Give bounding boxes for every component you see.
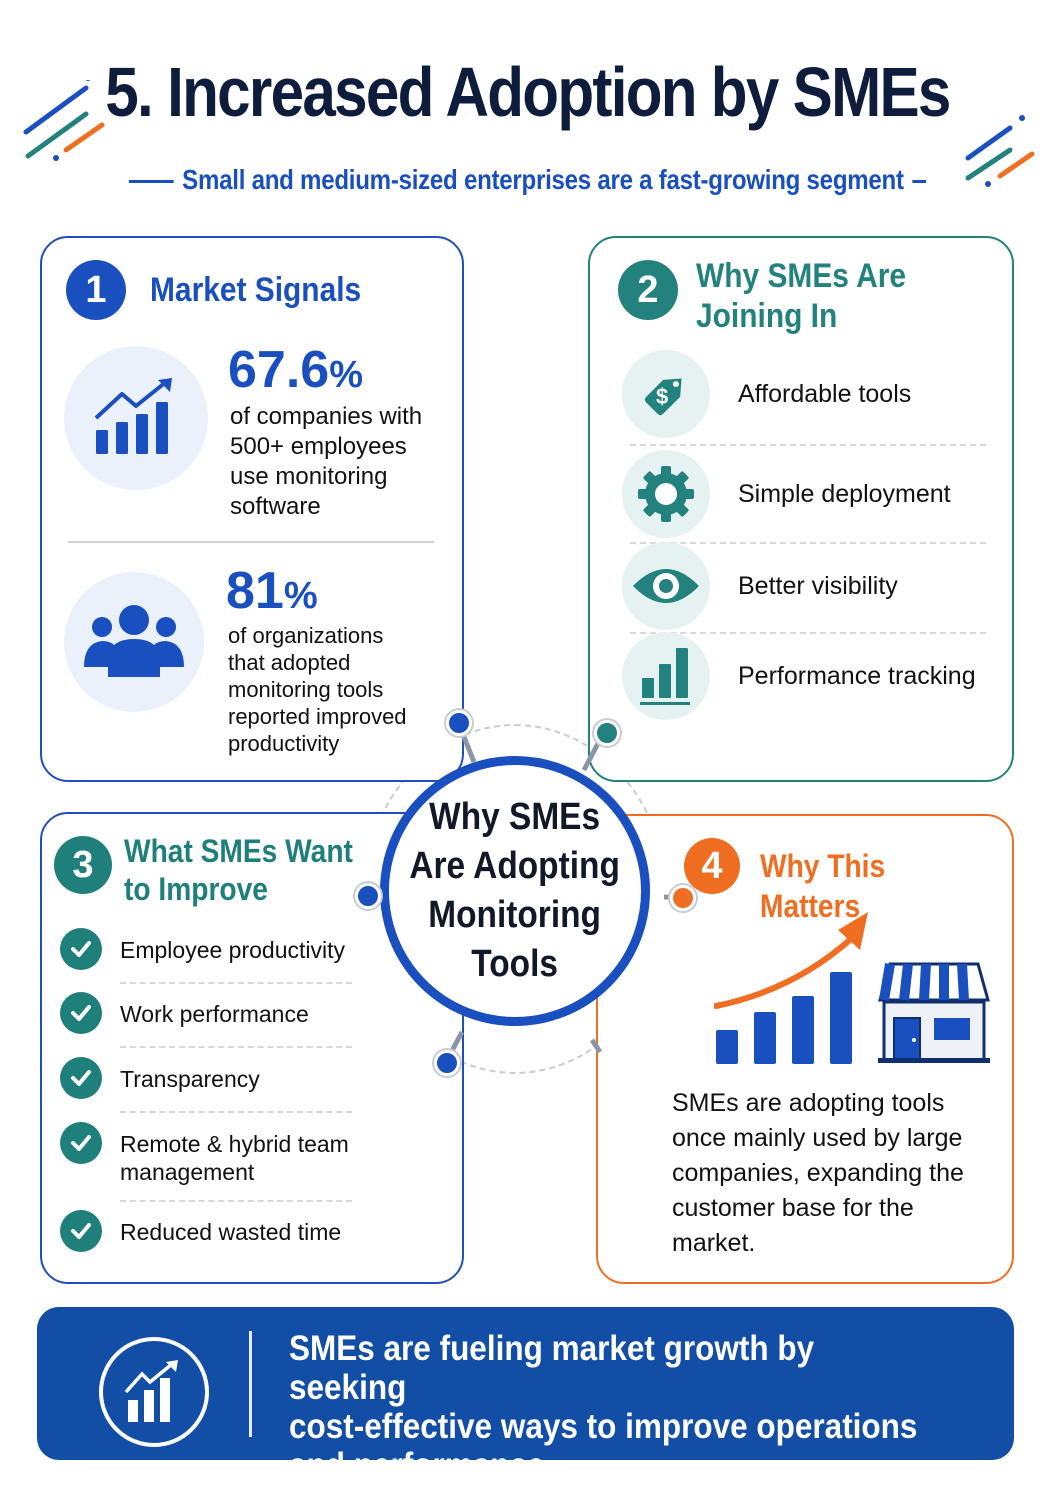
connector-node-teal <box>594 720 620 746</box>
divider <box>120 982 352 984</box>
section-number-badge: 2 <box>618 260 678 320</box>
stat-value-large-companies: 67.6% <box>228 341 364 399</box>
price-tag-icon: $ <box>622 350 710 438</box>
stat-value-productivity: 81% <box>226 562 318 620</box>
divider <box>120 1111 352 1113</box>
divider <box>120 1046 352 1048</box>
growth-store-illustration-icon <box>714 912 990 1064</box>
connector-node-blue <box>355 883 381 909</box>
divider <box>630 632 986 634</box>
section-title: Market Signals <box>150 271 362 309</box>
improve-label: Work performance <box>120 1001 309 1027</box>
improve-label: Transparency <box>120 1066 260 1092</box>
section-number-badge: 3 <box>54 836 112 894</box>
reason-label: Simple deployment <box>738 480 951 508</box>
divider <box>630 444 986 446</box>
why-matters-text: SMEs are adopting tools once mainly used… <box>672 1089 964 1257</box>
improve-item-wasted-time: Reduced wasted time <box>60 1210 380 1254</box>
check-circle-icon <box>60 1210 102 1252</box>
page-subtitle: Small and medium-sized enterprises are a… <box>74 160 981 200</box>
subtitle-text: Small and medium-sized enterprises are a… <box>182 164 904 195</box>
section-number-badge: 4 <box>684 838 740 894</box>
connector-node-blue <box>434 1050 460 1076</box>
improve-label: Employee productivity <box>120 937 345 963</box>
section-number-badge: 1 <box>66 260 126 320</box>
check-circle-icon <box>60 928 102 970</box>
improve-item-work-performance: Work performance <box>60 992 380 1036</box>
chart-growth-icon <box>64 346 208 490</box>
why-matters-card: 4 Why This Matters SMEs are adopting too… <box>596 814 1014 1284</box>
improve-label: Remote & hybrid team management <box>120 1131 349 1185</box>
gear-icon <box>622 450 710 538</box>
eye-icon <box>622 542 710 630</box>
subtitle-dash-left <box>128 180 174 184</box>
decorative-slashes-left-icon <box>23 80 105 161</box>
svg-text:$: $ <box>656 384 668 409</box>
summary-banner: SMEs are fueling market growth by seekin… <box>37 1307 1014 1485</box>
section-title: Why SMEs Are Joining In <box>696 257 907 335</box>
section-title: Why This Matters <box>760 848 886 924</box>
bar-chart-icon <box>622 632 710 720</box>
growth-chart-icon <box>99 1337 209 1447</box>
page-title: 5. Increased Adoption by SMEs <box>105 53 951 131</box>
reason-label: Performance tracking <box>738 662 976 690</box>
reason-performance-tracking: Performance tracking <box>620 632 990 722</box>
improve-item-transparency: Transparency <box>60 1057 380 1101</box>
section-title: What SMEs Want to Improve <box>124 833 353 907</box>
divider <box>120 1200 352 1202</box>
decorative-slashes-right-icon <box>965 115 1035 187</box>
people-group-icon <box>64 572 204 712</box>
stat-description-large-companies: of companies with 500+ employees use mon… <box>230 403 423 520</box>
banner-text: SMEs are fueling market growth by seekin… <box>289 1329 918 1485</box>
improve-item-remote-hybrid: Remote & hybrid team management <box>60 1122 380 1186</box>
connector-node-blue <box>446 710 472 736</box>
divider <box>630 542 986 544</box>
check-circle-icon <box>60 992 102 1034</box>
banner-divider <box>249 1331 252 1437</box>
reason-affordable-tools: $ Affordable tools <box>620 350 990 440</box>
center-hub-text: Why SMEs Are Adopting Monitoring Tools <box>409 796 621 985</box>
reason-better-visibility: Better visibility <box>620 542 990 632</box>
divider <box>68 541 434 543</box>
connector-node-orange <box>670 885 696 911</box>
reason-simple-deployment: Simple deployment <box>620 450 990 540</box>
check-circle-icon <box>60 1057 102 1099</box>
reason-label: Better visibility <box>738 572 898 600</box>
improve-label: Reduced wasted time <box>120 1219 342 1245</box>
improve-item-productivity: Employee productivity <box>60 928 380 972</box>
market-signals-card: 1 Market Signals 67.6% of companies with… <box>40 236 464 782</box>
stat-description-productivity: of organizations that adopted monitoring… <box>228 623 407 756</box>
check-circle-icon <box>60 1122 102 1164</box>
reason-label: Affordable tools <box>738 380 912 408</box>
center-hub-circle: Why SMEs Are Adopting Monitoring Tools <box>380 756 650 1026</box>
subtitle-dash-right <box>912 180 927 184</box>
why-joining-card: 2 Why SMEs Are Joining In $ Affordable t… <box>588 236 1014 782</box>
